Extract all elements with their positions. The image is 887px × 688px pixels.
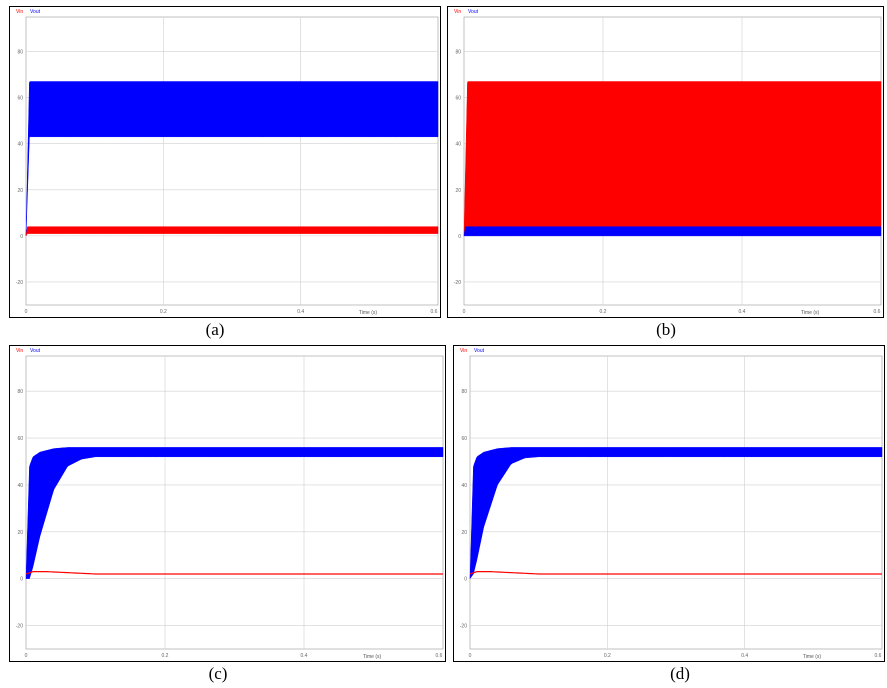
x-tick-label: 0 — [463, 309, 466, 315]
y-tick-label: -20 — [16, 280, 23, 286]
x-tick-label: 0.4 — [297, 309, 304, 315]
y-tick-label: 60 — [17, 436, 23, 442]
series-vin-band — [25, 226, 439, 237]
y-tick-label: 60 — [17, 96, 23, 102]
caption-a: (a) — [205, 320, 225, 339]
series-vout-band — [25, 81, 439, 236]
x-tick-label: 0 — [25, 309, 28, 315]
series-vout-band — [463, 226, 882, 237]
legend-entry-vout: Vout — [474, 348, 485, 354]
y-tick-label: 40 — [17, 483, 23, 489]
chart-panel-c: 0 0.2 0.4 0.6 80 60 40 20 0 -20 Vin Vout Time (s) — [9, 345, 446, 662]
x-tick-label: 0.4 — [301, 653, 308, 659]
y-tick-label: 0 — [20, 234, 23, 240]
plot-area — [25, 355, 444, 650]
x-axis-label: Time (s) — [359, 310, 377, 316]
y-tick-label: 40 — [455, 142, 461, 148]
x-tick-label: 0.2 — [160, 309, 167, 315]
series-vout-band — [25, 447, 444, 579]
x-tick-label: 0.4 — [739, 309, 746, 315]
chart-panel-b: 0 0.2 0.4 0.6 80 60 40 20 0 -20 Vin Vout Time (s) — [447, 6, 884, 318]
legend-entry-vin: Vin — [460, 348, 467, 354]
x-tick-label: 0.2 — [600, 309, 607, 315]
x-axis-label: Time (s) — [803, 654, 821, 660]
caption-c: (c) — [208, 664, 228, 683]
plot-area — [25, 16, 439, 306]
y-tick-label: -20 — [460, 624, 467, 630]
x-tick-label: 0.2 — [604, 653, 611, 659]
y-tick-label: 40 — [461, 483, 467, 489]
chart-svg: 0 0.2 0.4 0.6 80 60 40 20 0 -20 Vin Vout Time (s) — [16, 348, 444, 660]
x-tick-label: 0.4 — [741, 653, 748, 659]
chart-panel-a: 0 0.2 0.4 0.6 80 60 40 20 0 -20 Vin Vout Time (s) — [9, 6, 441, 318]
x-tick-label: 0 — [469, 653, 472, 659]
x-tick-label: 0.2 — [162, 653, 169, 659]
legend-entry-vin: Vin — [16, 348, 23, 354]
y-tick-label: 0 — [458, 234, 461, 240]
legend-entry-vout: Vout — [30, 348, 41, 354]
y-tick-label: 20 — [17, 188, 23, 194]
y-tick-label: 60 — [455, 96, 461, 102]
legend-entry-vout: Vout — [30, 9, 41, 15]
y-tick-label: 40 — [17, 142, 23, 148]
chart-panel-d: 0 0.2 0.4 0.6 80 60 40 20 0 -20 Vin Vout Time (s) — [453, 345, 885, 662]
series-vin-band — [463, 81, 882, 236]
x-tick-label: 0 — [25, 653, 28, 659]
series-vout-band — [469, 447, 883, 580]
x-tick-label: 0.6 — [431, 309, 438, 315]
legend-entry-vin: Vin — [454, 9, 461, 15]
chart-svg: 0 0.2 0.4 0.6 80 60 40 20 0 -20 Vin Vout Time (s) — [16, 9, 439, 316]
plot-area — [469, 355, 883, 650]
x-axis-label: Time (s) — [363, 654, 381, 660]
x-tick-label: 0.6 — [436, 653, 443, 659]
chart-svg: 0 0.2 0.4 0.6 80 60 40 20 0 -20 Vin Vout Time (s) — [460, 348, 883, 660]
x-tick-label: 0.6 — [874, 309, 881, 315]
y-tick-label: -20 — [454, 280, 461, 286]
y-tick-label: 0 — [464, 577, 467, 583]
chart-svg: 0 0.2 0.4 0.6 80 60 40 20 0 -20 Vin Vout Time (s) — [454, 9, 882, 316]
x-axis-label: Time (s) — [801, 310, 819, 316]
y-tick-label: -20 — [16, 624, 23, 630]
y-tick-label: 20 — [461, 530, 467, 536]
y-tick-label: 20 — [455, 188, 461, 194]
y-tick-label: 0 — [20, 577, 23, 583]
series-vin-line — [469, 571, 882, 575]
y-tick-label: 60 — [461, 436, 467, 442]
y-tick-label: 80 — [17, 389, 23, 395]
x-tick-label: 0.6 — [875, 653, 882, 659]
caption-b: (b) — [656, 320, 676, 339]
y-tick-label: 80 — [455, 50, 461, 56]
series-vin-line — [25, 571, 443, 575]
legend-entry-vout: Vout — [468, 9, 479, 15]
y-tick-label: 80 — [461, 389, 467, 395]
caption-d: (d) — [670, 664, 690, 683]
y-tick-label: 80 — [17, 50, 23, 56]
legend-entry-vin: Vin — [16, 9, 23, 15]
y-tick-label: 20 — [17, 530, 23, 536]
